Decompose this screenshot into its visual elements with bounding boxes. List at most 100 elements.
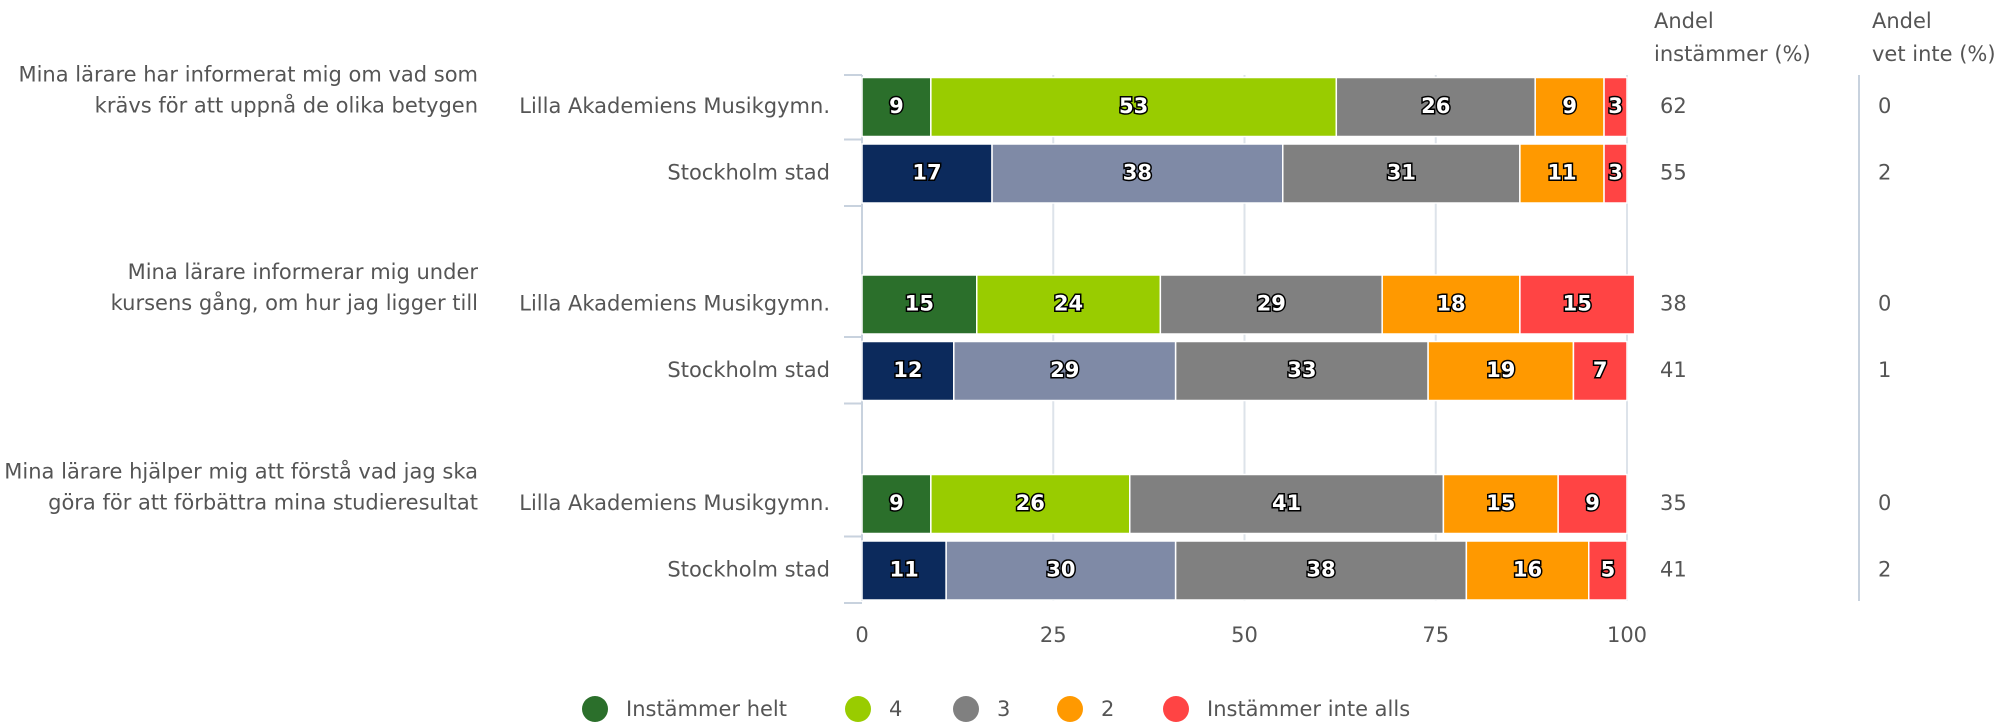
legend-label: 2 (1101, 697, 1114, 721)
legend-marker (582, 696, 608, 722)
bar-segment (1572, 340, 1628, 402)
bar-segment (1174, 540, 1468, 601)
bar-segment (1534, 76, 1605, 138)
bar-segment (861, 540, 947, 601)
bar-segment (930, 473, 1131, 535)
legend-label: Instämmer inte alls (1207, 697, 1410, 721)
legend-marker (953, 696, 979, 722)
column-value: 38 (1660, 292, 1687, 316)
bar-segment (861, 473, 932, 535)
category-label: Lilla Akademiens Musikgymn. (519, 292, 830, 316)
bar-segment (1442, 473, 1559, 535)
bar-segment (991, 143, 1284, 204)
data-label: 33 (1287, 358, 1316, 382)
data-label: 53 (1119, 94, 1148, 118)
bar-segment (861, 76, 932, 138)
bar-segment (1519, 274, 1636, 335)
x-tick-label: 25 (1040, 623, 1067, 647)
column-value: 41 (1660, 558, 1687, 582)
column-value: 0 (1878, 292, 1891, 316)
x-tick-label: 100 (1607, 623, 1647, 647)
legend-marker (1163, 696, 1189, 722)
bar-segment (1427, 340, 1575, 402)
data-label: 29 (1257, 292, 1286, 316)
data-label: 31 (1387, 161, 1416, 185)
data-label: 15 (905, 292, 934, 316)
data-label: 11 (889, 558, 918, 582)
x-tick-label: 50 (1231, 623, 1258, 647)
legend-marker (845, 696, 871, 722)
x-tick-label: 0 (855, 623, 868, 647)
data-label: 26 (1016, 491, 1045, 515)
column-header: Andel (1872, 9, 1932, 33)
question-label: krävs för att uppnå de olika betygen (95, 92, 478, 117)
data-label: 17 (912, 161, 941, 185)
bar-segment (953, 340, 1177, 402)
column-value: 2 (1878, 558, 1891, 582)
bar-segment (1465, 540, 1590, 601)
column-value: 35 (1660, 491, 1687, 515)
data-label: 38 (1306, 558, 1335, 582)
x-tick-label: 75 (1422, 623, 1449, 647)
question-label: Mina lärare hjälper mig att förstå vad j… (4, 458, 478, 483)
column-header: instämmer (%) (1654, 42, 1811, 66)
bar-segment (1603, 76, 1628, 138)
data-label: 9 (1585, 491, 1600, 515)
data-label: 19 (1486, 358, 1515, 382)
column-value: 1 (1878, 358, 1891, 382)
bar-segment (861, 143, 993, 204)
bar-segment (1603, 143, 1628, 204)
bar-segment (1282, 143, 1521, 204)
question-label: Mina lärare har informerat mig om vad so… (18, 62, 478, 86)
data-label: 18 (1436, 292, 1465, 316)
data-label: 29 (1050, 358, 1079, 382)
column-header: Andel (1654, 9, 1714, 33)
data-label: 3 (1608, 161, 1623, 185)
category-label: Lilla Akademiens Musikgymn. (519, 94, 830, 118)
data-label: 7 (1593, 358, 1608, 382)
legend-label: Instämmer helt (626, 697, 787, 721)
data-label: 11 (1547, 161, 1576, 185)
category-label: Stockholm stad (667, 358, 830, 382)
column-value: 41 (1660, 358, 1687, 382)
bar-segment (930, 76, 1338, 138)
bar-segment (1335, 76, 1536, 138)
data-label: 38 (1123, 161, 1152, 185)
bar-segment (1557, 473, 1628, 535)
bar-segment (976, 274, 1162, 335)
column-header: vet inte (%) (1872, 42, 1996, 66)
column-value: 0 (1878, 94, 1891, 118)
data-label: 9 (889, 491, 904, 515)
bar-segment (1381, 274, 1521, 335)
column-value: 62 (1660, 94, 1687, 118)
data-label: 30 (1046, 558, 1075, 582)
data-label: 3 (1608, 94, 1623, 118)
data-label: 9 (1562, 94, 1577, 118)
column-value: 55 (1660, 161, 1687, 185)
question-label: Mina lärare informerar mig under (128, 260, 479, 284)
bar-segment (1129, 473, 1445, 535)
bar-segment (1588, 540, 1628, 601)
question-label: kursens gång, om hur jag ligger till (111, 290, 478, 315)
legend-label: 4 (889, 697, 902, 721)
category-label: Stockholm stad (667, 558, 830, 582)
column-value: 2 (1878, 161, 1891, 185)
data-label: 16 (1513, 558, 1542, 582)
category-label: Lilla Akademiens Musikgymn. (519, 491, 830, 515)
question-label: göra för att förbättra mina studieresult… (48, 490, 478, 514)
data-label: 5 (1601, 558, 1616, 582)
bar-segment (1174, 340, 1429, 402)
bar-segment (1519, 143, 1605, 204)
legend-label: 3 (997, 697, 1010, 721)
data-label: 12 (893, 358, 922, 382)
category-label: Stockholm stad (667, 161, 830, 185)
column-value: 0 (1878, 491, 1891, 515)
bar-segment (945, 540, 1177, 601)
legend-marker (1057, 696, 1083, 722)
data-label: 26 (1421, 94, 1450, 118)
bar-segment (861, 340, 955, 402)
data-label: 41 (1272, 491, 1301, 515)
data-label: 24 (1054, 292, 1083, 316)
data-label: 9 (889, 94, 904, 118)
